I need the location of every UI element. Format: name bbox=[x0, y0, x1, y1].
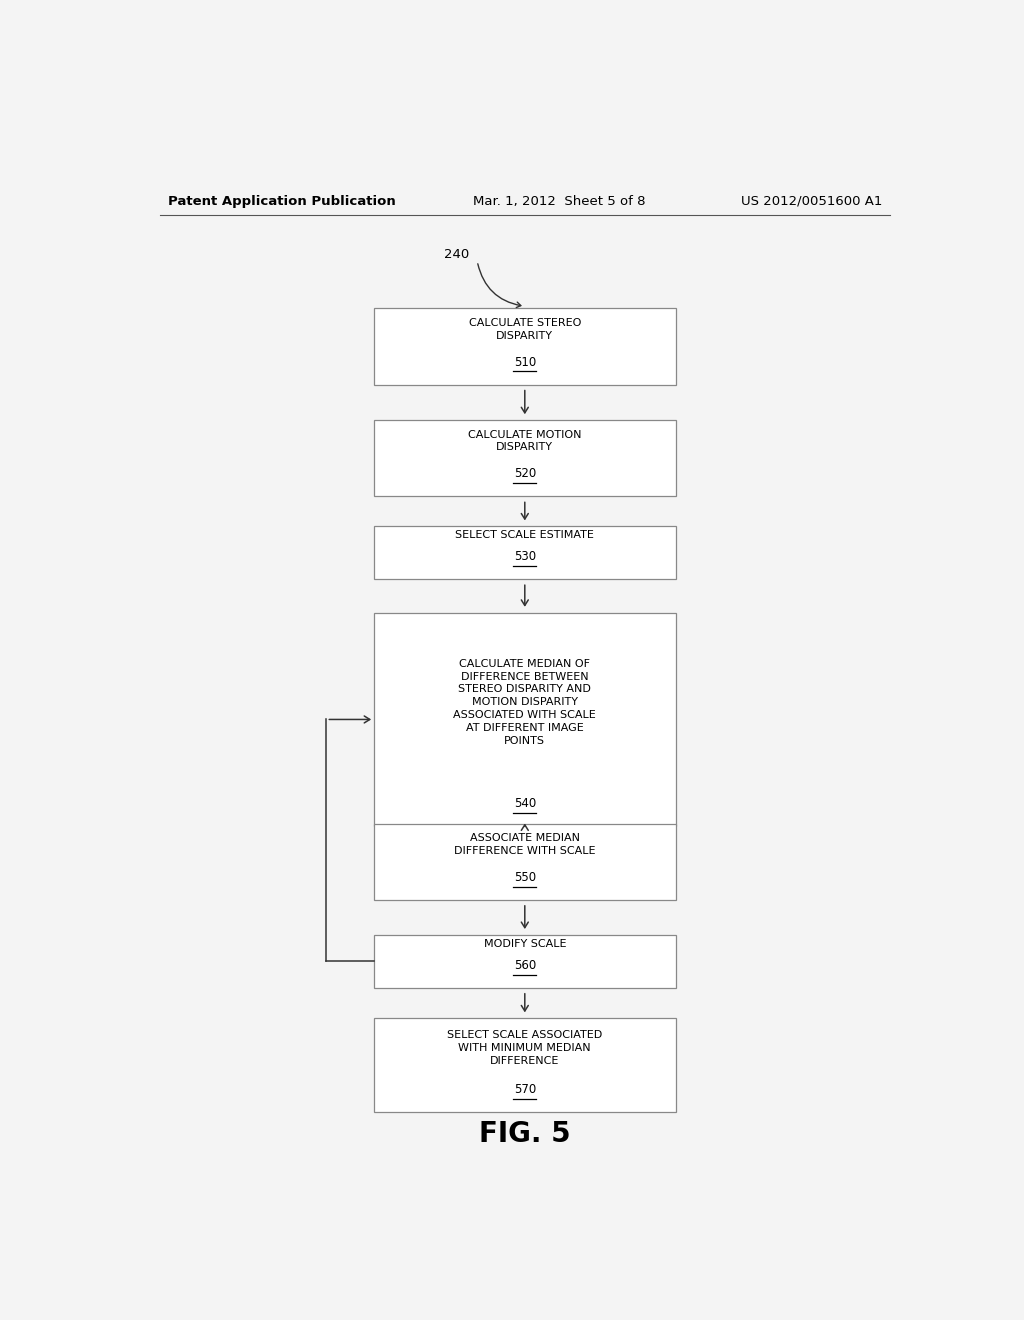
Text: CALCULATE MOTION
DISPARITY: CALCULATE MOTION DISPARITY bbox=[468, 429, 582, 453]
Text: FIG. 5: FIG. 5 bbox=[479, 1121, 570, 1148]
FancyBboxPatch shape bbox=[374, 420, 676, 496]
FancyBboxPatch shape bbox=[374, 612, 676, 826]
FancyBboxPatch shape bbox=[374, 935, 676, 987]
Text: SELECT SCALE ASSOCIATED
WITH MINIMUM MEDIAN
DIFFERENCE: SELECT SCALE ASSOCIATED WITH MINIMUM MED… bbox=[447, 1030, 602, 1065]
Text: MODIFY SCALE: MODIFY SCALE bbox=[483, 939, 566, 949]
Text: 510: 510 bbox=[514, 355, 536, 368]
FancyBboxPatch shape bbox=[374, 527, 676, 579]
Text: 520: 520 bbox=[514, 467, 536, 480]
Text: Mar. 1, 2012  Sheet 5 of 8: Mar. 1, 2012 Sheet 5 of 8 bbox=[473, 194, 646, 207]
Text: SELECT SCALE ESTIMATE: SELECT SCALE ESTIMATE bbox=[456, 531, 594, 540]
Text: 240: 240 bbox=[444, 248, 469, 261]
FancyBboxPatch shape bbox=[374, 824, 676, 900]
FancyBboxPatch shape bbox=[374, 1018, 676, 1111]
Text: 570: 570 bbox=[514, 1082, 536, 1096]
Text: 530: 530 bbox=[514, 550, 536, 564]
Text: Patent Application Publication: Patent Application Publication bbox=[168, 194, 395, 207]
Text: ASSOCIATE MEDIAN
DIFFERENCE WITH SCALE: ASSOCIATE MEDIAN DIFFERENCE WITH SCALE bbox=[454, 833, 596, 855]
Text: CALCULATE MEDIAN OF
DIFFERENCE BETWEEN
STEREO DISPARITY AND
MOTION DISPARITY
ASS: CALCULATE MEDIAN OF DIFFERENCE BETWEEN S… bbox=[454, 659, 596, 746]
Text: CALCULATE STEREO
DISPARITY: CALCULATE STEREO DISPARITY bbox=[469, 318, 581, 341]
FancyBboxPatch shape bbox=[374, 309, 676, 384]
Text: 550: 550 bbox=[514, 871, 536, 884]
Text: US 2012/0051600 A1: US 2012/0051600 A1 bbox=[740, 194, 882, 207]
Text: 560: 560 bbox=[514, 958, 536, 972]
Text: 540: 540 bbox=[514, 797, 536, 810]
